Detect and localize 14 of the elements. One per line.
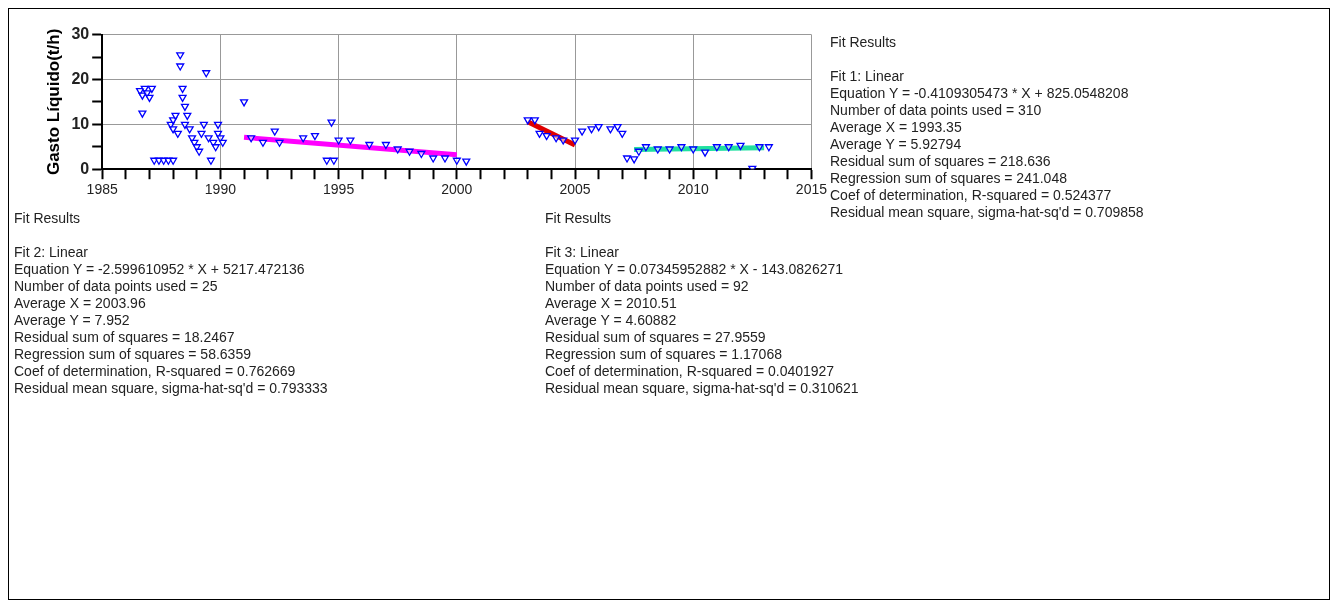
x-tick-label: 2010	[677, 181, 709, 198]
y-tick-label: 30	[71, 25, 90, 43]
y-tick-label: 0	[80, 159, 90, 177]
x-tick-label: 2000	[441, 181, 473, 198]
x-tick-label: 2015	[795, 181, 828, 198]
text: Fit Results Fit 2: Linear Equation Y = -2.599610952 * X + 5217.472136 Number of data points used = 25 Average X = 2003.96 Average Y = 7.952 Residual sum of squares = 18.2467 Regression sum of squares = 58.6359 Coef of determination, R-squared = 0.762669 Residual mean square, sigma-hat-sq'd = 0.793333	[14, 210, 328, 396]
x-tick-label: 2005	[559, 181, 591, 198]
y-axis-title: Gasto Líquido(t/h)	[43, 28, 63, 176]
y-tick-label: 10	[71, 114, 90, 132]
x-tick-label: 1990	[204, 181, 237, 198]
x-tick-label: 1985	[86, 181, 118, 198]
text: Fit Results Fit 1: Linear Equation Y = -0.4109305473 * X + 825.0548208 Number of data points used = 310 Average X = 1993.35 Average Y = 5.92794 Residual sum of squares = 218.636 Regression sum of squares = 241.048 Coef of determination, R-squared = 0.524377 Residual mean square, sigma-hat-sq'd = 0.709858	[830, 34, 1144, 220]
x-tick-label: 1995	[323, 181, 355, 198]
y-tick-label: 20	[71, 69, 90, 87]
